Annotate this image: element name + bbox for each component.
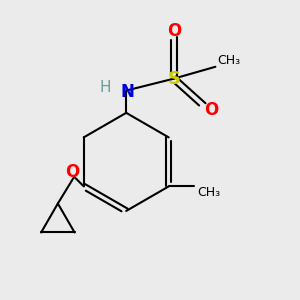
Text: N: N [121,83,135,101]
Text: S: S [167,70,180,88]
Text: CH₃: CH₃ [197,186,220,199]
Text: H: H [100,80,111,95]
Text: O: O [66,163,80,181]
Text: CH₃: CH₃ [217,54,240,67]
Text: O: O [204,101,218,119]
Text: O: O [167,22,181,40]
